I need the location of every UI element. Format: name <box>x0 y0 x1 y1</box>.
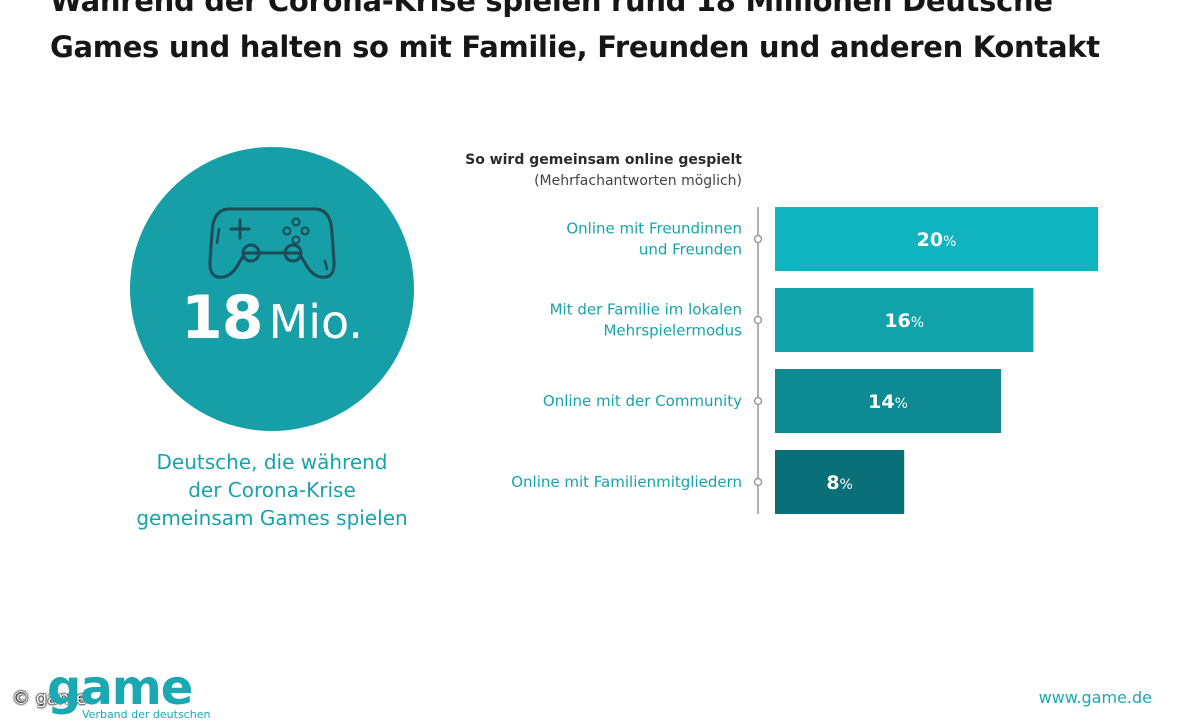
category-label: Online mit Familienmitgliedern <box>511 473 742 491</box>
headline: Während der Corona-Krise spielen rund 18… <box>50 0 1170 70</box>
game-logo: game <box>47 660 193 716</box>
category-label: Mit der Familie im lokalen <box>550 301 742 319</box>
axis-tick-marker <box>753 477 763 487</box>
category-label: und Freunden <box>639 241 742 259</box>
chart-subtitle: (Mehrfachantworten möglich) <box>534 173 742 189</box>
bar <box>775 288 1034 352</box>
bar-value-label: 14% <box>868 391 908 413</box>
category-label: Mehrspielermodus <box>603 322 742 340</box>
category-label: Online mit Freundinnen <box>566 220 742 238</box>
axis-tick-marker <box>753 315 763 325</box>
category-label: Online mit der Community <box>543 392 742 410</box>
bar <box>775 207 1098 271</box>
axis-tick-marker <box>753 396 763 406</box>
gamepad-icon <box>208 207 336 279</box>
chart-title: So wird gemeinsam online gespielt <box>465 152 742 168</box>
stat-description-line: Deutsche, die während <box>156 450 388 474</box>
bar <box>775 450 905 514</box>
bar-value-label: 20% <box>917 229 957 251</box>
stat-unit: Mio. <box>268 295 363 349</box>
stat-value: 18 <box>181 283 263 353</box>
stat-number: 18 Mio. <box>130 283 414 353</box>
axis-tick-marker <box>753 234 763 244</box>
stat-description: Deutsche, die während der Corona-Krise g… <box>90 448 454 532</box>
stat-description-line: gemeinsam Games spielen <box>136 506 408 530</box>
logo-tagline: Verband der deutschen <box>82 708 211 721</box>
copyright-watermark: © game <box>12 688 87 709</box>
chart-heading: So wird gemeinsam online gespielt (Mehrf… <box>400 150 742 192</box>
headline-line-1: Während der Corona-Krise spielen rund 18… <box>50 0 1053 18</box>
footer-url: www.game.de <box>1038 688 1152 707</box>
bar-value-label: 16% <box>884 310 924 332</box>
bar <box>775 369 1002 433</box>
bar-value-label: 8% <box>826 472 853 494</box>
stat-description-line: der Corona-Krise <box>188 478 356 502</box>
stat-circle <box>130 147 414 431</box>
headline-line-2: Games und halten so mit Familie, Freunde… <box>50 30 1100 64</box>
